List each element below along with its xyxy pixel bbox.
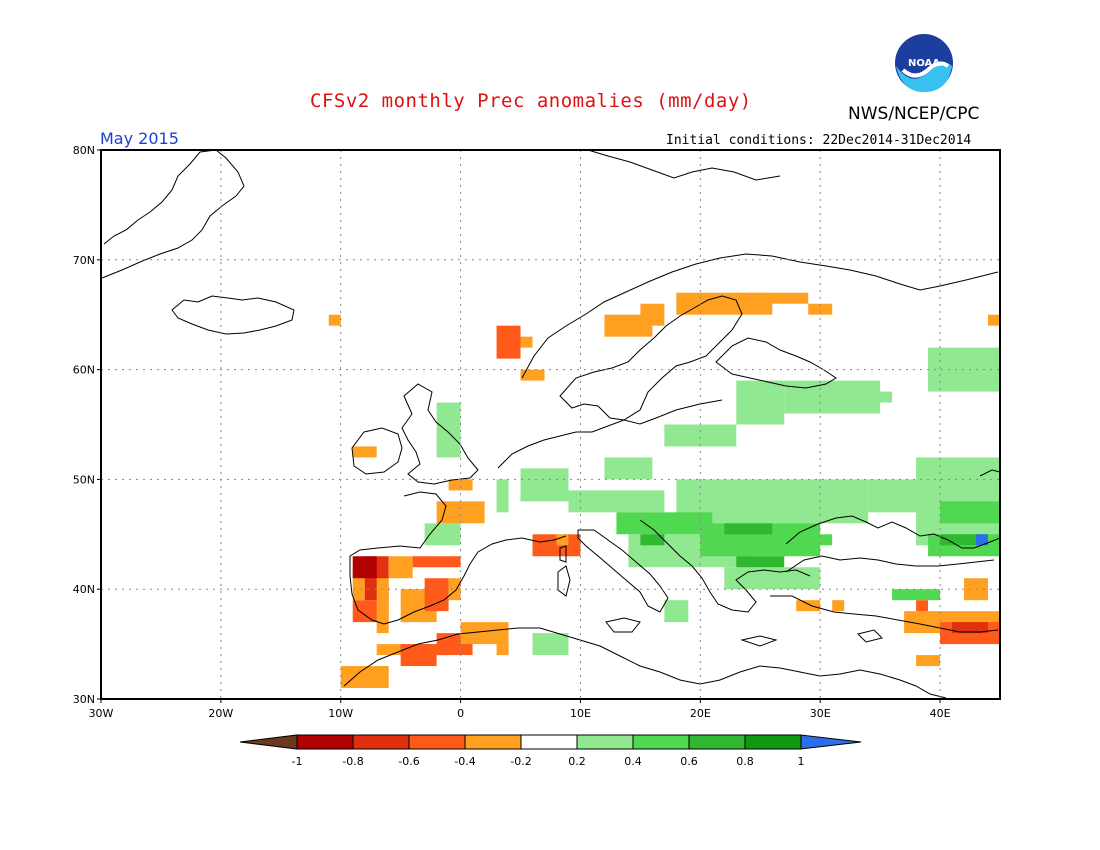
anomaly-cell (436, 402, 461, 458)
anomaly-cell (520, 336, 533, 348)
anomaly-cell (352, 446, 377, 458)
anomaly-cell (976, 534, 989, 546)
anomaly-cell (352, 556, 377, 579)
colorbar-tick-label: 0.8 (736, 755, 754, 768)
anomaly-cell (724, 523, 773, 535)
colorbar-tick-label: -1 (292, 755, 303, 768)
anomaly-cell (736, 556, 785, 568)
anomaly-cell (868, 479, 917, 513)
anomaly-cell (400, 644, 437, 667)
anomaly-cell (736, 380, 785, 425)
colorbar-tick-label: 0.6 (680, 755, 698, 768)
anomaly-cell (928, 347, 1000, 392)
anomaly-cell (832, 600, 845, 612)
colorbar-arrow-low (239, 734, 298, 750)
anomaly-cell (520, 369, 545, 381)
anomaly-cell (916, 600, 929, 612)
colorbar-swatch (744, 734, 802, 750)
coastlines (101, 149, 1001, 699)
anomaly-cell (952, 622, 989, 634)
colorbar-swatch (464, 734, 522, 750)
colorbar-tick-label: -0.4 (454, 755, 475, 768)
anomaly-cell (388, 556, 413, 579)
lon-tick-label: 20E (690, 707, 711, 720)
colorbar-swatch (688, 734, 746, 750)
anomaly-cell (604, 457, 653, 480)
colorbar-tick-label: -0.8 (342, 755, 363, 768)
anomaly-cell (724, 567, 821, 590)
anomaly-cell (460, 622, 509, 645)
lon-tick-label: 10W (328, 707, 353, 720)
anomaly-cell (940, 534, 989, 546)
anomaly-cell (760, 534, 833, 546)
anomaly-cell (640, 534, 665, 546)
colorbar-tick-label: 0.2 (568, 755, 586, 768)
anomaly-cell (892, 589, 941, 601)
colorbar-tick-label: -0.6 (398, 755, 419, 768)
colorbar-tick-label: -0.2 (510, 755, 531, 768)
colorbar-swatch (408, 734, 466, 750)
anomaly-cell (988, 314, 1000, 326)
anomaly-cell (496, 325, 521, 359)
lon-tick-label: 20W (208, 707, 233, 720)
anomaly-cell (664, 424, 737, 447)
anomaly-cell (808, 303, 833, 315)
map-frame (100, 149, 1001, 700)
anomaly-cell (328, 314, 341, 326)
anomaly-cell (436, 501, 485, 524)
anomaly-cell (496, 644, 509, 656)
anomaly-cell (736, 292, 809, 304)
anomaly-cell (448, 578, 461, 601)
lon-tick-label: 40E (930, 707, 951, 720)
anomaly-cell (796, 600, 821, 612)
anomaly-cell (448, 479, 473, 491)
anomaly-cell (496, 479, 509, 513)
colorbar-swatch (296, 734, 354, 750)
agency-label: NWS/NCEP/CPC (848, 104, 980, 124)
anomaly-cell (568, 490, 665, 513)
anomaly-cell (424, 523, 461, 546)
lat-tick-label: 70N (73, 254, 95, 267)
lat-tick-label: 40N (73, 583, 95, 596)
anomaly-cell (532, 633, 569, 656)
anomaly-cell (340, 666, 389, 689)
lat-tick-label: 60N (73, 364, 95, 377)
lat-tick-label: 30N (73, 693, 95, 706)
anomaly-cell (616, 512, 713, 535)
anomaly-cell (940, 501, 1000, 524)
colorbar: -1 -0.8 -0.6 -0.4 -0.2 0.2 0.4 0.6 0.8 1 (239, 734, 862, 768)
lon-tick-label: 0 (457, 707, 464, 720)
colorbar-tick-label: 0.4 (624, 755, 642, 768)
anomaly-cell (640, 303, 665, 326)
noaa-logo: NOAA (895, 34, 953, 92)
forecast-month: May 2015 (100, 129, 179, 148)
initial-conditions: Initial conditions: 22Dec2014-31Dec2014 (666, 133, 972, 148)
noaa-logo-text: NOAA (908, 58, 940, 69)
anomaly-cell (424, 578, 449, 612)
colorbar-swatch (576, 734, 634, 750)
lat-lon-grid (101, 150, 1000, 699)
anomaly-cell (916, 655, 941, 667)
anomaly-cell (664, 600, 689, 623)
anomaly-field (328, 292, 1000, 689)
map-title: CFSv2 monthly Prec anomalies (mm/day) (310, 90, 752, 112)
anomaly-cell (520, 468, 569, 502)
anomaly-cell (556, 534, 569, 546)
lat-tick-label: 80N (73, 144, 95, 157)
colorbar-swatch (520, 734, 578, 750)
anomaly-cell (352, 567, 365, 601)
colorbar-tick-label: 1 (798, 755, 805, 768)
colorbar-arrow-high (800, 734, 862, 750)
anomaly-cell (412, 556, 461, 568)
lon-tick-label: 10E (570, 707, 591, 720)
lon-tick-label: 30E (810, 707, 831, 720)
colorbar-swatch (352, 734, 410, 750)
lon-tick-label: 30W (89, 707, 114, 720)
colorbar-swatch (632, 734, 690, 750)
anomaly-cell (856, 391, 893, 403)
anomaly-cell (376, 578, 389, 634)
lat-tick-label: 50N (73, 473, 95, 486)
